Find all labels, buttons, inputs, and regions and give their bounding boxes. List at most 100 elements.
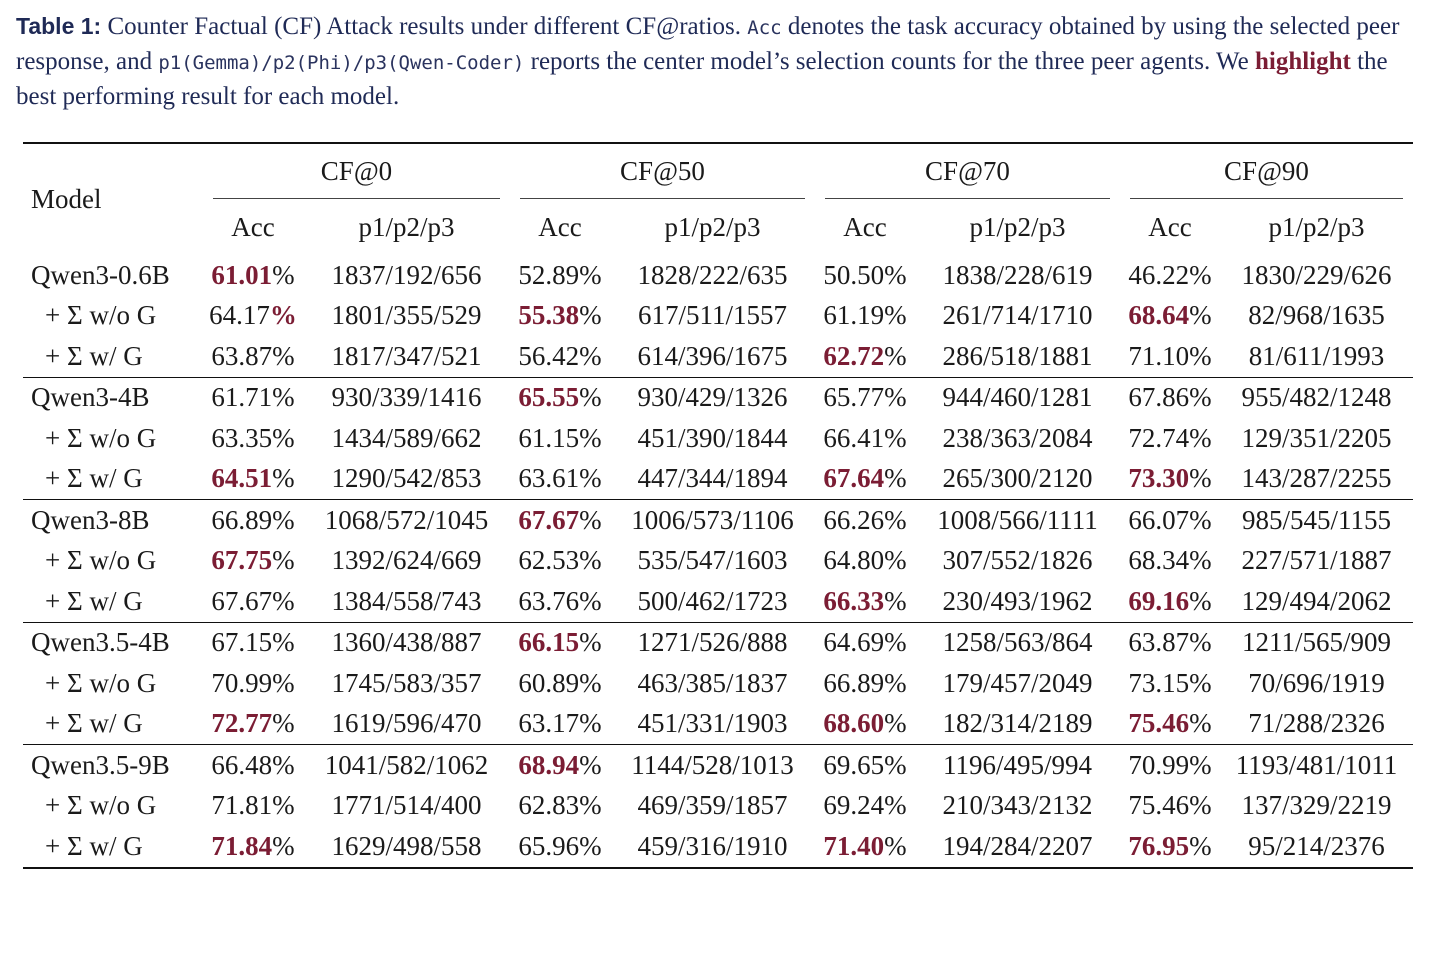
acc-cell: 64.51% [203, 459, 303, 500]
selection-counts-cell: 95/214/2376 [1220, 826, 1413, 869]
acc-cell: 69.65% [815, 744, 915, 786]
acc-value: 63.17 [518, 708, 580, 739]
acc-percent-sign: % [1189, 340, 1212, 371]
acc-value: 66.41 [823, 422, 885, 453]
acc-value: 66.15 [518, 627, 580, 658]
acc-percent-sign: % [579, 790, 602, 821]
table-row: + Σ w/o G 63.35% 1434/589/662 61.15% 451/390… [23, 418, 1413, 459]
acc-cell: 66.26% [815, 499, 915, 541]
acc-value: 61.71 [211, 382, 273, 413]
selection-counts-cell: 137/329/2219 [1241, 790, 1392, 821]
selection-counts-cell: 1817/347/521 [331, 340, 482, 371]
acc-percent-sign: % [884, 667, 907, 698]
header-group-label: CF@0 [320, 156, 393, 186]
selection-counts-cell: 944/460/1281 [915, 376, 1120, 418]
header-model: Model [31, 184, 102, 214]
acc-value: 67.86 [1128, 382, 1190, 413]
acc-value: 66.26 [823, 504, 885, 535]
acc-cell: 61.71% [203, 376, 303, 418]
acc-percent-sign: % [884, 422, 907, 453]
acc-percent-sign: % [579, 422, 602, 453]
acc-percent-sign: % [884, 300, 907, 331]
acc-percent-sign: % [884, 749, 907, 780]
acc-value: 66.48 [211, 749, 273, 780]
acc-percent-sign: % [272, 585, 295, 616]
acc-value: 62.72 [823, 340, 885, 371]
results-table: Model CF@0 CF@50 CF@70 CF@90 Acc p1/p2/p… [23, 142, 1413, 869]
selection-counts-cell: 447/344/1894 [637, 463, 788, 494]
model-name: Qwen3.5-4B [23, 621, 203, 663]
acc-percent-sign: % [884, 790, 907, 821]
selection-counts-cell: 614/396/1675 [637, 340, 788, 371]
acc-percent-sign: % [579, 463, 602, 494]
acc-cell: 65.77% [815, 376, 915, 418]
model-name: Qwen3-0.6B [31, 259, 170, 290]
selection-counts-cell: 1006/573/1106 [610, 499, 815, 541]
model-name: Qwen3-8B [23, 499, 203, 541]
table-row: Qwen3-0.6B 61.01% 1837/192/656 52.89% 1828/2… [23, 255, 1413, 296]
acc-value: 67.75 [211, 545, 273, 576]
acc-cell: 68.34% [1120, 541, 1220, 582]
acc-cell: 70.99% [1120, 744, 1220, 786]
header-group-cf0: CF@0 [203, 143, 510, 199]
caption-text-2: denotes the task accuracy obtained by us… [16, 13, 1400, 75]
acc-value: 61.15 [518, 422, 580, 453]
table-row: + Σ w/o G 67.75% 1392/624/669 62.53% 535/547… [23, 541, 1413, 582]
acc-cell: 67.75% [203, 541, 303, 582]
acc-value: 63.87 [211, 340, 273, 371]
acc-value: 55.38 [518, 300, 580, 331]
selection-counts-cell: 500/462/1723 [637, 585, 788, 616]
table-row: + Σ w/ G 63.87% 1817/347/521 56.42% 614/396/… [23, 336, 1413, 377]
selection-counts-cell: 182/314/2189 [942, 708, 1093, 739]
header-acc: Acc [538, 211, 582, 242]
acc-percent-sign: % [884, 830, 907, 861]
selection-counts-cell: 1629/498/558 [303, 826, 510, 869]
acc-cell: 67.67% [203, 581, 303, 622]
acc-percent-sign: % [579, 259, 602, 290]
acc-value: 52.89 [518, 259, 580, 290]
acc-percent-sign: % [579, 830, 602, 861]
acc-percent-sign: % [1189, 830, 1212, 861]
selection-counts-cell: 985/545/1155 [1220, 499, 1413, 541]
acc-value: 71.81 [211, 790, 273, 821]
acc-percent-sign: % [272, 749, 295, 780]
model-name: + Σ w/ G [45, 463, 143, 494]
model-name: + Σ w/o G [45, 790, 157, 821]
acc-percent-sign: % [884, 340, 907, 371]
header-group-label: CF@50 [620, 156, 705, 186]
acc-cell: 64.80% [815, 541, 915, 582]
acc-value: 69.65 [823, 749, 885, 780]
caption-label: Table 1: [16, 13, 102, 39]
acc-cell: 71.81% [203, 786, 303, 827]
selection-counts-cell: 1828/222/635 [637, 259, 788, 290]
acc-percent-sign: % [1189, 300, 1212, 331]
acc-percent-sign: % [272, 627, 295, 658]
acc-percent-sign: % [272, 463, 295, 494]
acc-percent-sign: % [272, 422, 295, 453]
acc-cell: 66.41% [815, 418, 915, 459]
acc-value: 65.96 [518, 830, 580, 861]
acc-value: 75.46 [1128, 790, 1190, 821]
acc-cell: 65.96% [510, 826, 610, 869]
acc-value: 67.67 [518, 504, 580, 535]
acc-cell: 75.46% [1120, 704, 1220, 745]
acc-cell: 71.84% [203, 826, 303, 869]
header-group-cf70: CF@70 [815, 143, 1120, 199]
selection-counts-cell: 930/339/1416 [303, 376, 510, 418]
model-name: + Σ w/ G [45, 340, 143, 371]
acc-value: 67.64 [823, 463, 885, 494]
selection-counts-cell: 179/457/2049 [942, 667, 1093, 698]
acc-cell: 69.16% [1120, 581, 1220, 622]
acc-percent-sign: % [1189, 545, 1212, 576]
header-row-groups: Model CF@0 CF@50 CF@70 CF@90 [23, 143, 1413, 214]
header-selection: p1/p2/p3 [664, 211, 761, 242]
acc-cell: 67.67% [510, 499, 610, 541]
acc-cell: 67.86% [1120, 376, 1220, 418]
acc-value: 64.80 [823, 545, 885, 576]
acc-cell: 70.99% [203, 663, 303, 704]
selection-counts-cell: 1068/572/1045 [303, 499, 510, 541]
acc-cell: 73.30% [1120, 459, 1220, 500]
acc-value: 70.99 [1128, 749, 1190, 780]
acc-value: 72.74 [1128, 422, 1190, 453]
caption-highlight-word: highlight [1254, 48, 1351, 75]
